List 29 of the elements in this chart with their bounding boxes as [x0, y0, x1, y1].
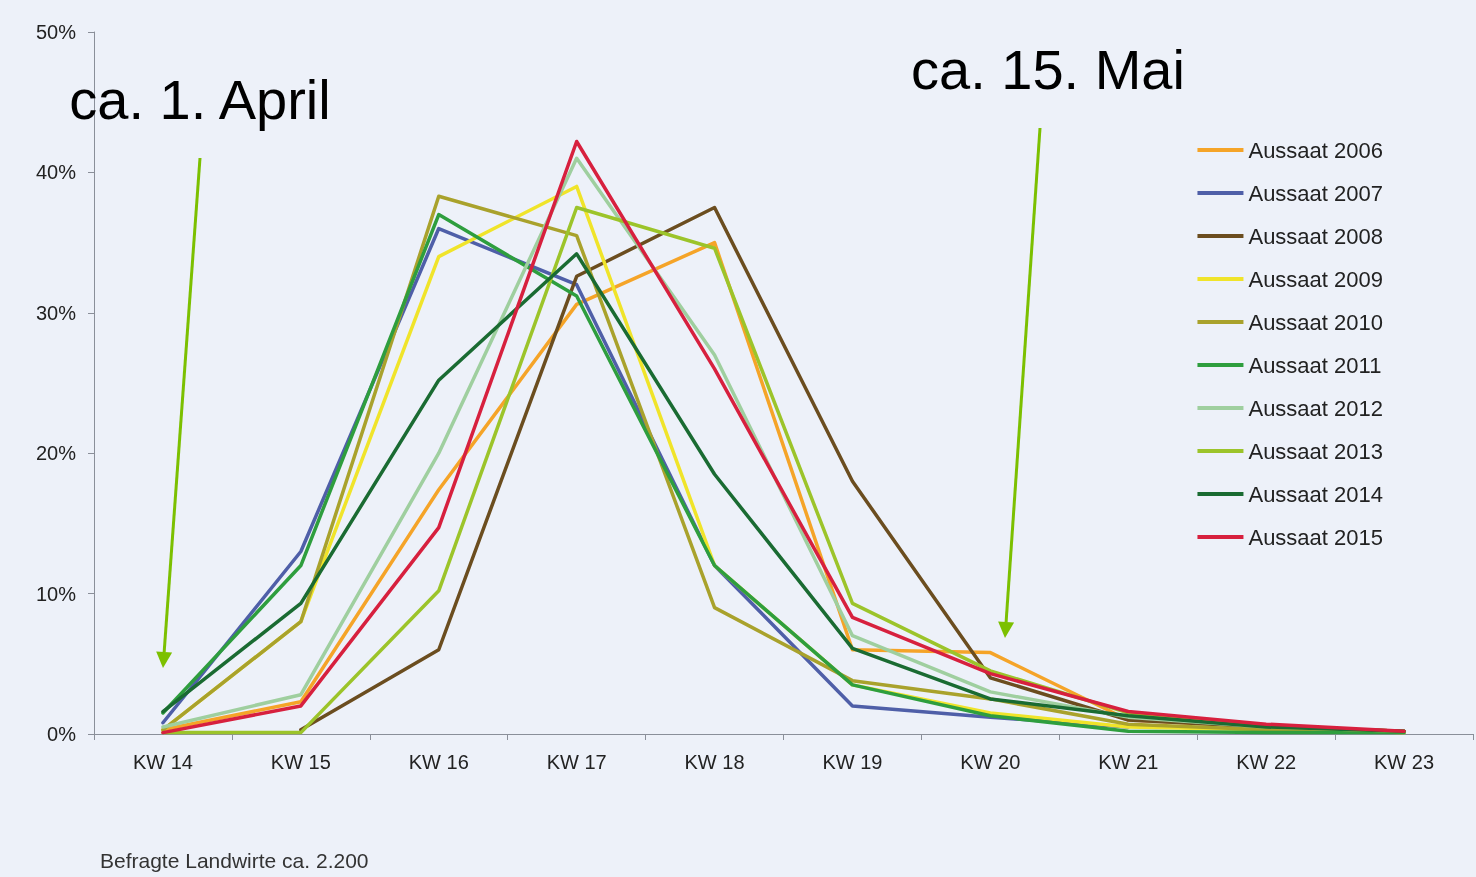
x-tick-label: KW 23	[1374, 751, 1435, 773]
legend-label: Aussaat 2007	[1248, 180, 1383, 206]
legend-label: Aussaat 2009	[1248, 266, 1383, 292]
legend-label: Aussaat 2013	[1248, 438, 1383, 464]
legend-label: Aussaat 2008	[1248, 223, 1383, 249]
x-tick-label: KW 22	[1236, 751, 1297, 773]
legend-label: Aussaat 2006	[1248, 137, 1383, 163]
y-tick-label: 20%	[35, 442, 77, 465]
x-tick-label: KW 17	[546, 751, 607, 773]
legend-label: Aussaat 2014	[1248, 481, 1383, 507]
legend-label: Aussaat 2012	[1248, 395, 1383, 421]
y-tick-label: 40%	[35, 161, 77, 184]
x-tick-label: KW 14	[132, 751, 193, 773]
x-tick-label: KW 16	[408, 751, 469, 773]
legend-label: Aussaat 2011	[1248, 352, 1382, 378]
annotation: ca. 1. April	[69, 68, 331, 131]
y-tick-label: 30%	[35, 301, 77, 324]
annotation: ca. 15. Mai	[911, 38, 1185, 101]
text: Befragte Landwirte ca. 2.200	[100, 849, 369, 872]
legend-label: Aussaat 2010	[1248, 309, 1383, 335]
x-tick-label: KW 21	[1098, 751, 1159, 773]
x-tick-label: KW 20	[960, 751, 1021, 773]
legend-label: Aussaat 2015	[1248, 524, 1383, 550]
y-tick-label: 10%	[35, 582, 77, 605]
y-tick-label: 50%	[35, 21, 77, 43]
x-tick-label: KW 15	[270, 751, 331, 773]
x-tick-label: KW 19	[822, 751, 883, 773]
x-tick-label: KW 18	[684, 751, 745, 773]
y-tick-label: 0%	[47, 723, 77, 745]
